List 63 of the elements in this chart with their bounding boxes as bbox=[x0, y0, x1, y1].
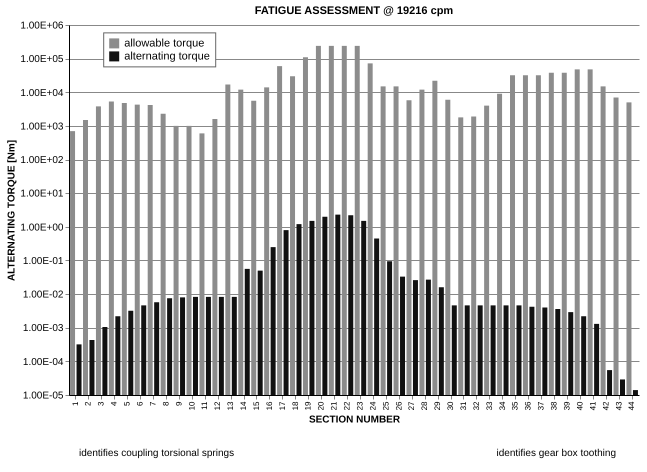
x-tick-label: 32 bbox=[472, 400, 481, 410]
x-tick-label: 26 bbox=[394, 400, 404, 410]
x-tick-label: 2 bbox=[84, 400, 93, 406]
x-tick-label: 15 bbox=[252, 400, 261, 410]
x-tick-label: 18 bbox=[290, 400, 300, 410]
x-tick-label: 14 bbox=[239, 400, 248, 410]
text: identifies gear box toothing bbox=[496, 448, 616, 459]
x-tick-label: 31 bbox=[458, 400, 468, 410]
x-tick-label: 36 bbox=[524, 400, 533, 410]
legend-label: alternating torque bbox=[124, 50, 210, 62]
x-tick-label: 40 bbox=[575, 400, 584, 410]
x-tick-label: 39 bbox=[562, 400, 572, 410]
x-tick-label: 34 bbox=[498, 400, 507, 410]
x-tick-label: 7 bbox=[148, 400, 158, 406]
x-tick-label: 37 bbox=[536, 400, 546, 410]
x-tick-label: 41 bbox=[588, 400, 598, 410]
x-tick-label: 43 bbox=[614, 400, 624, 410]
x-tick-label: 4 bbox=[110, 400, 119, 406]
x-axis-title: SECTION NUMBER bbox=[308, 414, 401, 426]
y-tick-label: 1.00E+05 bbox=[20, 54, 64, 66]
x-tick-label: 23 bbox=[355, 400, 364, 410]
x-tick-label: 6 bbox=[135, 400, 144, 406]
y-tick-label: 1.00E+00 bbox=[20, 222, 64, 234]
x-tick-label: 20 bbox=[316, 400, 326, 410]
x-tick-label: 10 bbox=[187, 400, 196, 410]
x-tick-label: 30 bbox=[446, 400, 456, 410]
x-tick-label: 33 bbox=[484, 400, 494, 410]
legend-label: allowable torque bbox=[124, 37, 204, 50]
x-tick-label: 29 bbox=[433, 400, 442, 410]
x-tick-label: 25 bbox=[381, 400, 390, 410]
y-tick-label: 1.00E+02 bbox=[20, 155, 64, 166]
y-tick-label: 1.00E+04 bbox=[20, 88, 64, 99]
x-tick-label: 19 bbox=[304, 400, 313, 410]
x-tick-label: 24 bbox=[368, 400, 378, 410]
x-tick-label: 12 bbox=[213, 400, 222, 410]
y-tick-label: 1.00E+01 bbox=[20, 188, 64, 200]
x-tick-label: 42 bbox=[601, 400, 610, 410]
chart-title: FATIGUE ASSESSMENT @ 19216 cpm bbox=[254, 5, 454, 17]
x-tick-label: 1 bbox=[70, 400, 80, 406]
y-axis-title: ALTERNATING TORQUE [Nm] bbox=[6, 140, 18, 282]
y-tick-label: 1.00E-03 bbox=[22, 323, 64, 334]
x-tick-label: 17 bbox=[278, 400, 287, 410]
x-tick-label: 21 bbox=[330, 400, 339, 410]
x-tick-label: 16 bbox=[264, 400, 274, 410]
x-tick-label: 9 bbox=[174, 400, 184, 406]
x-tick-label: 35 bbox=[510, 400, 520, 410]
y-tick-label: 1.00E-02 bbox=[22, 290, 64, 301]
x-tick-label: 38 bbox=[550, 400, 559, 410]
x-tick-label: 11 bbox=[200, 400, 210, 410]
x-tick-label: 27 bbox=[407, 400, 416, 410]
x-tick-label: 3 bbox=[96, 400, 106, 406]
x-tick-label: 28 bbox=[420, 400, 430, 410]
x-tick-label: 44 bbox=[627, 400, 636, 410]
y-tick-label: 1.00E+03 bbox=[20, 121, 64, 132]
y-tick-label: 1.00E-05 bbox=[22, 390, 64, 402]
text: identifies coupling torsional springs bbox=[79, 448, 234, 459]
x-tick-label: 5 bbox=[122, 400, 132, 406]
y-tick-label: 1.00E-01 bbox=[22, 256, 64, 267]
x-tick-label: 8 bbox=[161, 400, 170, 406]
y-tick-label: 1.00E+06 bbox=[20, 20, 64, 32]
x-tick-label: 13 bbox=[226, 400, 236, 410]
y-tick-label: 1.00E-04 bbox=[22, 356, 64, 368]
x-tick-label: 22 bbox=[342, 400, 352, 410]
